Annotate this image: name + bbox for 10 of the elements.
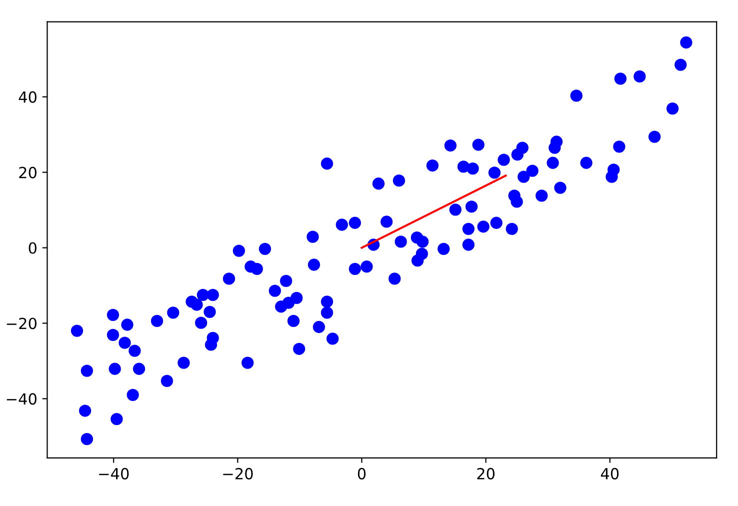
y-tick-label: 0 (28, 242, 36, 254)
y-tick-label: −20 (6, 318, 36, 330)
x-tick-label: 0 (358, 468, 366, 480)
x-tick-label: 20 (477, 468, 495, 480)
y-tick-label: −40 (6, 393, 36, 405)
y-tick-label: 40 (18, 91, 36, 103)
x-tick-label: −40 (99, 468, 129, 480)
y-tick-label: 20 (19, 166, 36, 178)
x-tick-label: 40 (600, 468, 619, 480)
x-tick-label: −20 (223, 468, 253, 480)
